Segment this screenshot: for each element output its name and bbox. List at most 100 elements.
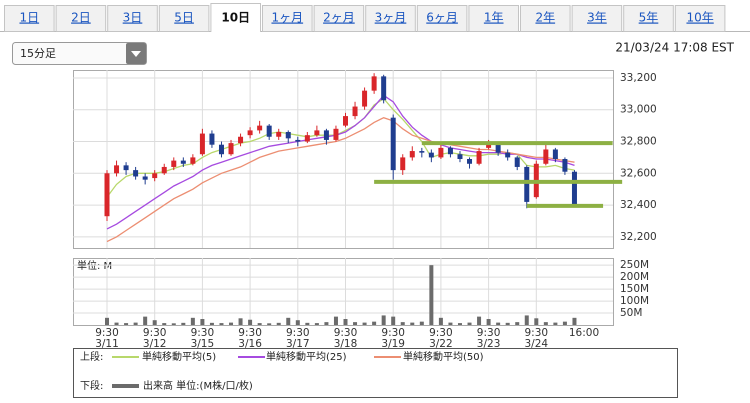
- x-tick-date: 3/15: [191, 338, 215, 350]
- tab-label[interactable]: 10年: [686, 11, 713, 25]
- tab-label[interactable]: 3ヶ月: [375, 11, 407, 25]
- candle-body: [218, 144, 224, 155]
- tab[interactable]: [158, 5, 210, 32]
- volume-bar: [419, 321, 424, 325]
- y-tick-label: 50M: [620, 307, 642, 319]
- volume-bar: [162, 323, 167, 325]
- volume-bar: [276, 322, 281, 325]
- volume-bar: [572, 317, 577, 325]
- volume-bar: [181, 322, 186, 325]
- tab-label[interactable]: 2ヶ月: [323, 11, 355, 25]
- moving-average-line: [106, 97, 575, 198]
- dropdown-arrow: [131, 51, 141, 57]
- candle-body: [352, 106, 358, 117]
- candle-body: [161, 166, 167, 174]
- volume-bar: [391, 316, 396, 325]
- volume-bar: [324, 322, 329, 325]
- candle-body: [114, 165, 120, 174]
- candle-body: [295, 139, 301, 142]
- y-tick-label: 250M: [620, 259, 649, 271]
- volume-bar: [448, 322, 453, 325]
- tab[interactable]: [262, 5, 313, 32]
- volume-bar: [248, 319, 253, 325]
- volume-bar: [353, 322, 358, 325]
- x-tick-date: 3/18: [334, 338, 358, 350]
- candle-body: [152, 173, 158, 179]
- tab[interactable]: [55, 5, 107, 32]
- y-tick-label: 33,000: [620, 104, 657, 116]
- candle-body: [247, 130, 253, 136]
- candle-body: [428, 152, 434, 158]
- candle-body: [562, 159, 568, 172]
- volume-bar: [333, 316, 338, 325]
- dropdown-text[interactable]: 15分足: [20, 47, 56, 60]
- x-tick-date: 3/22: [429, 338, 453, 350]
- tab-label[interactable]: 1ヶ月: [271, 11, 303, 25]
- tab-label[interactable]: 2日: [71, 11, 91, 25]
- candle-body: [552, 149, 558, 159]
- candle-body: [304, 135, 310, 142]
- tab[interactable]: [674, 5, 726, 32]
- candle-body: [228, 143, 234, 155]
- tab-label[interactable]: 1日: [19, 11, 39, 25]
- candle-body: [438, 147, 444, 158]
- volume-bar: [457, 323, 462, 325]
- tab-label[interactable]: 5年: [639, 11, 659, 25]
- tab-label[interactable]: 3年: [587, 11, 607, 25]
- candle-body: [543, 149, 549, 164]
- candle-body: [476, 151, 482, 164]
- tab-label[interactable]: 10日: [221, 11, 250, 25]
- interval-dropdown[interactable]: 15分足: [12, 42, 147, 65]
- volume-bar: [372, 321, 377, 325]
- volume-bar: [429, 265, 434, 325]
- tab[interactable]: [365, 5, 416, 32]
- candle-body: [381, 76, 387, 101]
- x-tick-time: 9:30: [429, 327, 453, 339]
- candle-body: [314, 130, 320, 136]
- tab-label[interactable]: 6ヶ月: [426, 11, 458, 25]
- volume-bar: [267, 323, 272, 325]
- candle-body: [524, 166, 530, 202]
- volume-bar: [219, 323, 224, 325]
- candle-body: [171, 160, 177, 167]
- candle-body: [514, 157, 520, 167]
- legend-upper-label: 上段:: [80, 350, 103, 363]
- volume-bar: [133, 322, 138, 325]
- x-tick-date: 3/11: [95, 338, 119, 350]
- tab[interactable]: [520, 5, 571, 32]
- tab-label[interactable]: 2年: [535, 11, 555, 25]
- y-tick-label: 33,200: [620, 72, 657, 84]
- tab-label[interactable]: 3日: [123, 11, 143, 25]
- candle-body: [180, 160, 186, 164]
- volume-bar: [515, 322, 520, 325]
- x-tick-date: 3/17: [286, 338, 310, 350]
- candle-body: [419, 151, 425, 153]
- volume-bar: [238, 318, 243, 325]
- tab[interactable]: [107, 5, 158, 32]
- candle-body: [257, 125, 263, 131]
- volume-bar: [209, 322, 214, 325]
- volume-bar: [152, 320, 157, 325]
- tab[interactable]: [416, 5, 468, 32]
- tab-label[interactable]: 5日: [174, 11, 194, 25]
- volume-bar: [314, 323, 319, 325]
- volume-bar: [553, 322, 558, 325]
- tab[interactable]: [4, 5, 55, 32]
- dropdown-box[interactable]: [12, 42, 147, 65]
- tab[interactable]: [571, 5, 623, 32]
- volume-bar: [143, 316, 148, 325]
- volume-bar: [286, 317, 291, 325]
- candle-body: [104, 173, 110, 217]
- candle-body: [505, 152, 511, 158]
- volume-bar: [305, 322, 310, 325]
- legend-lower-label: 下段:: [80, 379, 103, 392]
- tab-label[interactable]: 1年: [484, 11, 504, 25]
- tab[interactable]: [623, 5, 674, 32]
- volume-bar: [124, 323, 129, 325]
- tab[interactable]: [468, 5, 519, 32]
- candle-body: [190, 157, 196, 164]
- tab[interactable]: [313, 5, 365, 32]
- candle-body: [571, 171, 577, 206]
- price-panel: [73, 70, 614, 249]
